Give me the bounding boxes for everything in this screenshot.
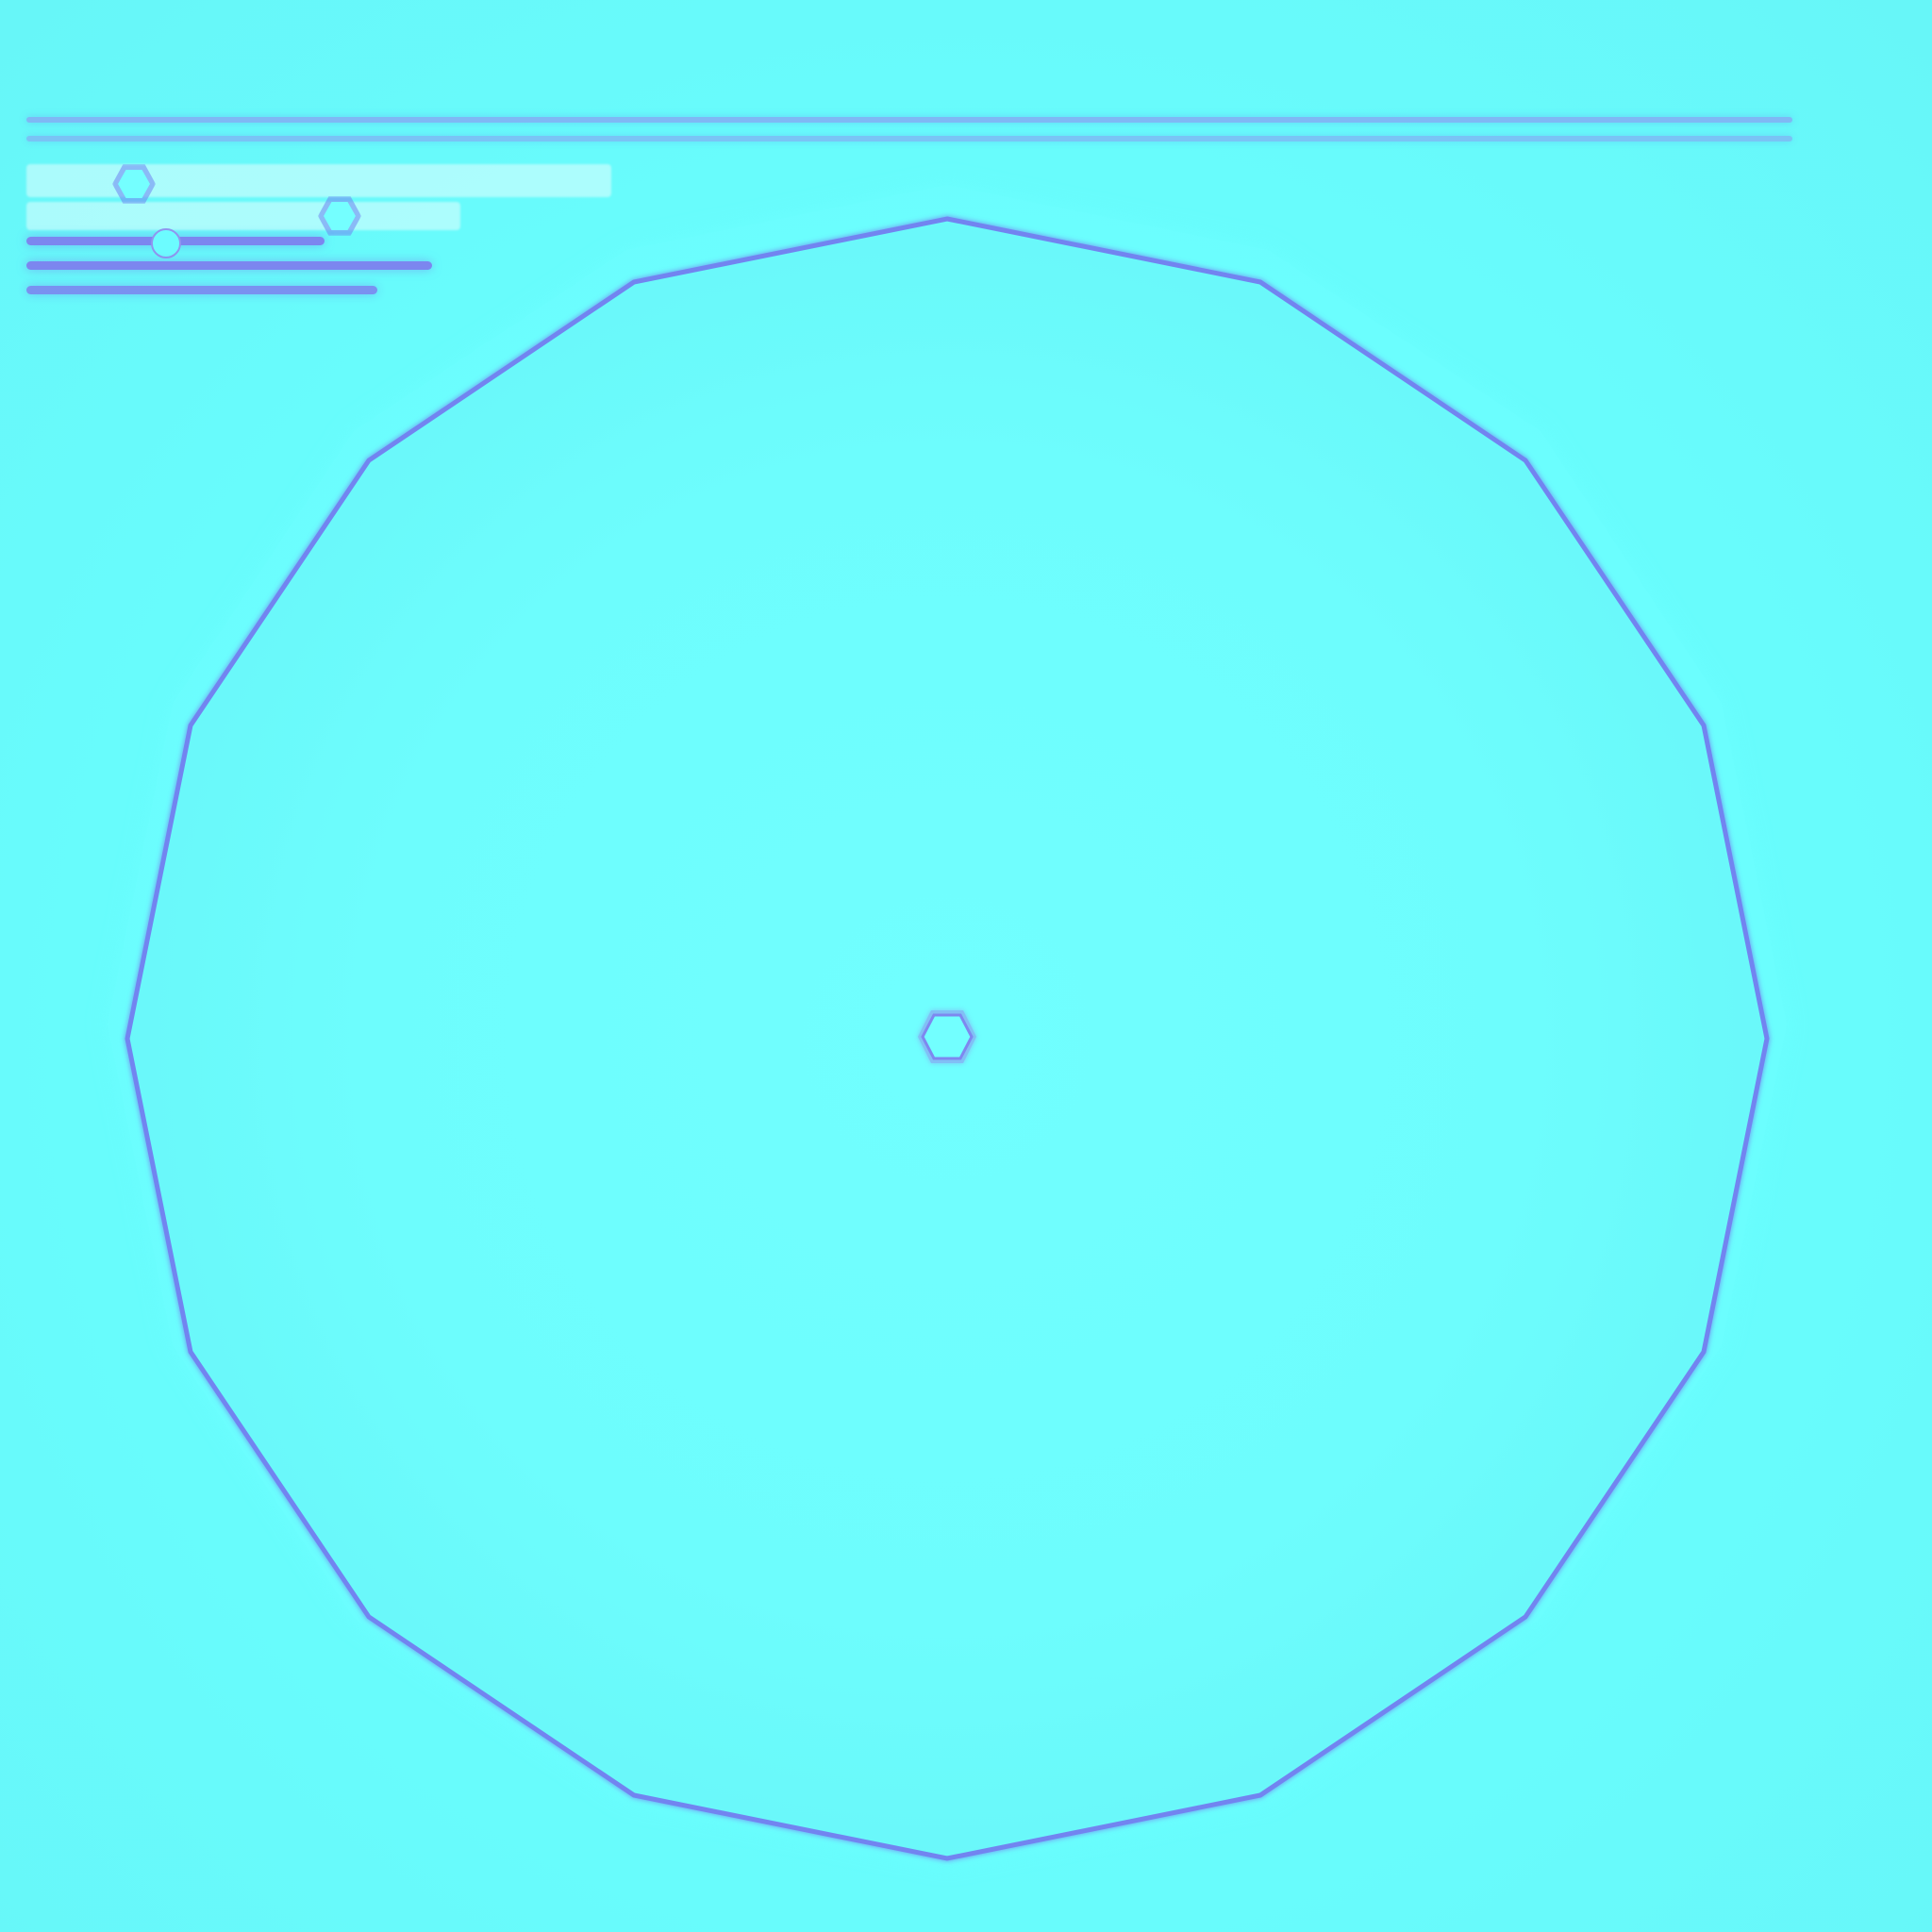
subheader-highlight <box>26 202 460 230</box>
top-divider-group <box>26 113 1792 151</box>
slider-track-secondary[interactable] <box>26 261 432 270</box>
slider-thumb[interactable] <box>151 228 181 258</box>
top-divider-line <box>26 117 1792 123</box>
control-panel <box>26 162 611 304</box>
center-hexagon-icon[interactable] <box>921 1013 974 1060</box>
slider-track-tertiary[interactable] <box>26 286 377 294</box>
top-divider-line-secondary <box>26 136 1792 142</box>
hexagon-icon[interactable] <box>118 170 150 198</box>
